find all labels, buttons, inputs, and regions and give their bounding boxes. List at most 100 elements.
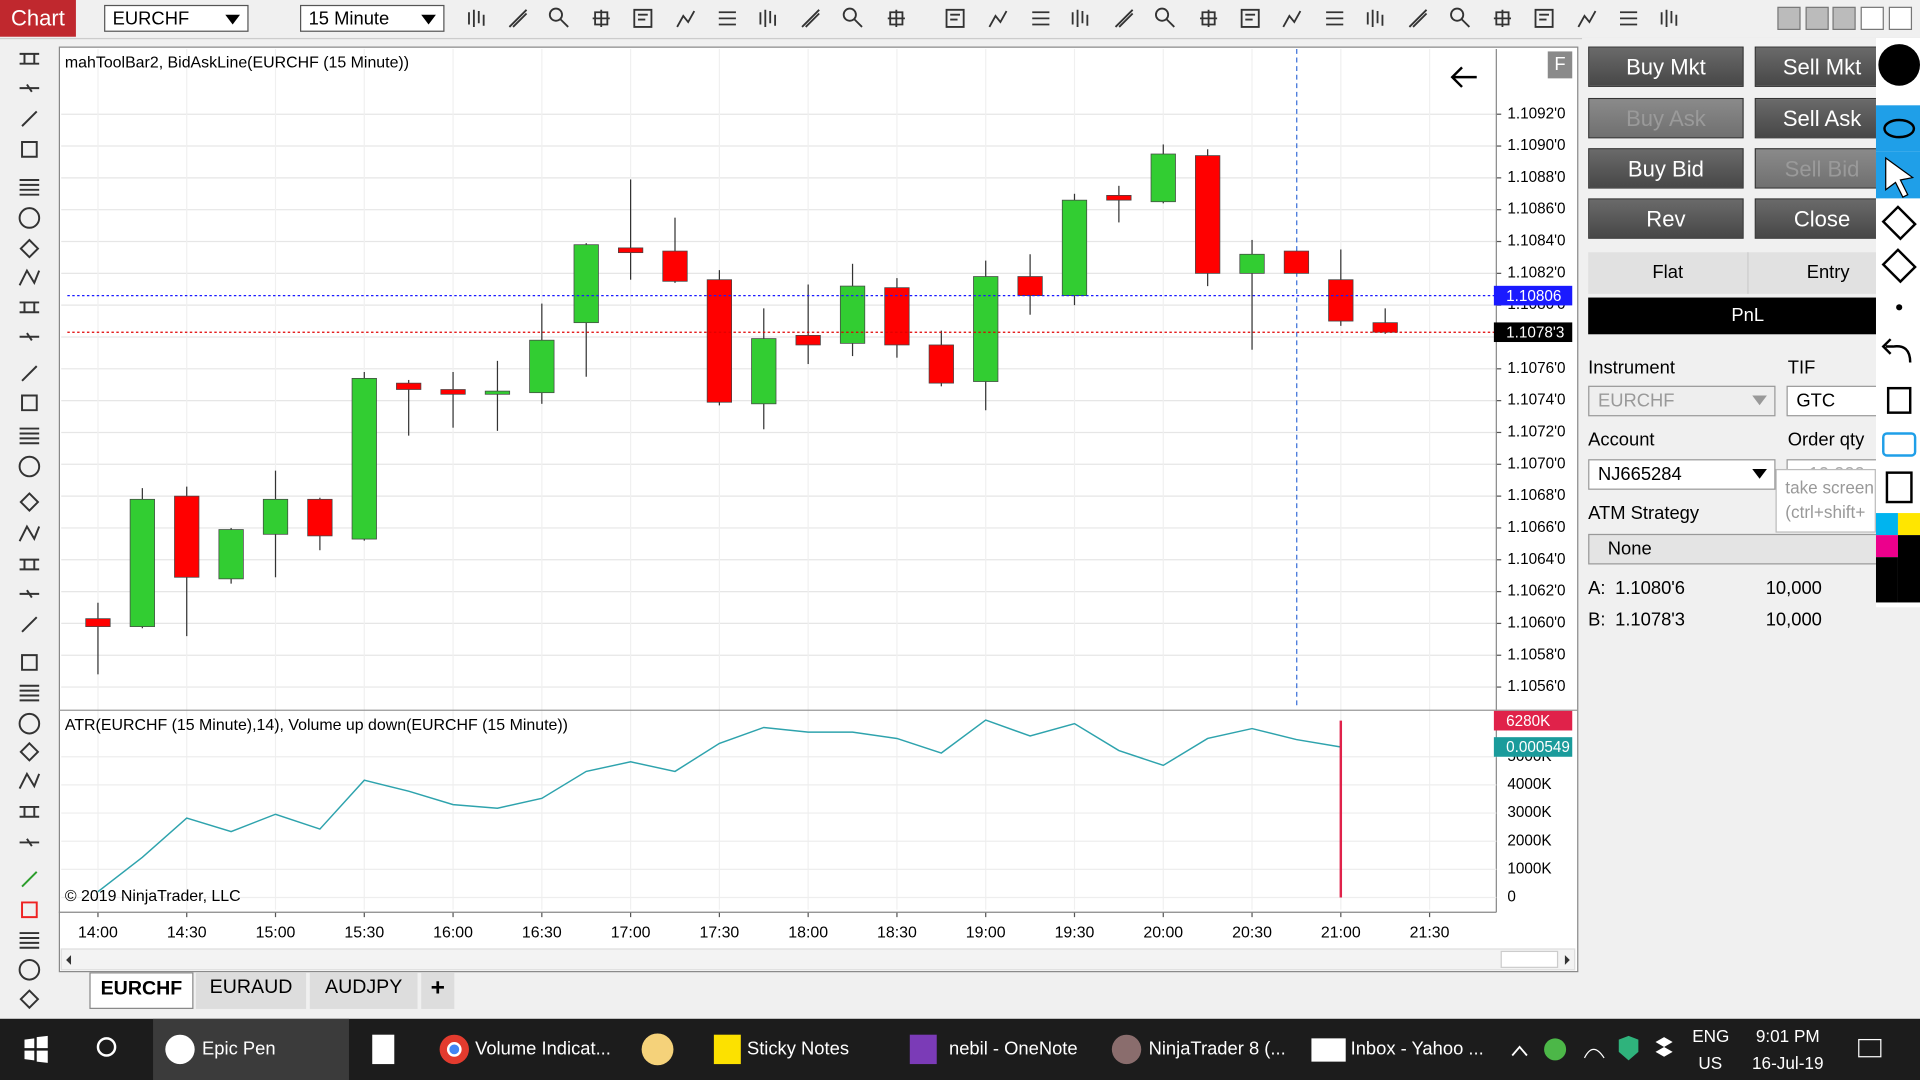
back-arrow[interactable] (1450, 66, 1477, 88)
pen-icon[interactable] (1881, 205, 1917, 241)
color-magenta[interactable] (1875, 535, 1898, 558)
tool-icon[interactable] (21, 394, 38, 412)
camera-icon[interactable] (1882, 432, 1917, 457)
tool-icon[interactable] (19, 838, 40, 847)
tool-icon[interactable] (18, 771, 41, 790)
undo-icon[interactable] (1881, 338, 1912, 363)
chart-tab[interactable]: AUDJPY (309, 972, 418, 1009)
tool-icon[interactable] (19, 684, 40, 702)
tool-icon[interactable] (19, 989, 40, 1010)
tool-icon[interactable] (18, 207, 41, 229)
color-black[interactable] (1875, 557, 1898, 603)
clock-date[interactable]: 16-Jul-19 (1752, 1053, 1824, 1073)
cursor-icon[interactable] (1885, 156, 1915, 198)
eye-icon[interactable] (1883, 118, 1916, 139)
tool-icon[interactable] (1493, 9, 1512, 27)
chart-tab[interactable]: EURAUD (195, 972, 307, 1009)
tool-icon[interactable] (548, 7, 569, 28)
notification-icon[interactable] (1858, 1038, 1882, 1058)
tool-icon[interactable] (19, 332, 40, 341)
tool-icon[interactable] (1282, 10, 1302, 28)
tool-icon[interactable] (1114, 9, 1134, 28)
color-yellow[interactable] (1897, 513, 1920, 536)
tool-icon[interactable] (19, 301, 40, 314)
tool-icon[interactable] (21, 871, 38, 888)
tool-icon[interactable] (842, 7, 863, 28)
trash-icon[interactable] (1886, 386, 1912, 414)
tool-icon[interactable] (1577, 10, 1597, 28)
tool-icon[interactable] (19, 741, 40, 762)
account-field[interactable]: NJ665284 (1588, 459, 1776, 490)
tool-icon[interactable] (21, 901, 38, 919)
tray-icon[interactable] (1544, 1038, 1567, 1061)
chart-tab[interactable]: Chart (0, 0, 76, 37)
language[interactable]: ENG (1692, 1026, 1730, 1046)
interval-select[interactable]: 15 Minute (300, 4, 445, 32)
order-button[interactable]: Sell Ask (1754, 97, 1890, 139)
tool-icon[interactable] (19, 932, 40, 949)
window-button[interactable] (1888, 6, 1913, 31)
tool-icon[interactable] (1366, 9, 1384, 27)
tool-icon[interactable] (19, 558, 40, 571)
tool-icon[interactable] (801, 9, 820, 28)
tool-icon[interactable] (1620, 11, 1638, 26)
tool-icon[interactable] (676, 10, 696, 28)
pen-logo[interactable] (1878, 44, 1920, 86)
task-label[interactable]: Volume Indicat... (475, 1038, 611, 1060)
start-button[interactable] (24, 1035, 48, 1063)
tool-icon[interactable] (1155, 7, 1175, 28)
tool-icon[interactable] (1032, 11, 1050, 26)
tray-icon[interactable] (1618, 1035, 1639, 1061)
task-label[interactable]: nebil - OneNote (948, 1038, 1078, 1060)
region[interactable]: US (1698, 1053, 1723, 1073)
tool-icon[interactable] (508, 9, 528, 28)
tray-arrow[interactable] (1511, 1045, 1528, 1057)
tray-icon[interactable] (1583, 1048, 1605, 1059)
order-button[interactable]: Rev (1588, 198, 1744, 239)
tool-icon[interactable] (1450, 7, 1471, 28)
f-button[interactable]: F (1547, 51, 1573, 79)
tool-icon[interactable] (21, 110, 38, 127)
tool-icon[interactable] (718, 11, 736, 26)
atm-field[interactable]: None (1588, 533, 1883, 565)
window-button[interactable] (1805, 6, 1829, 31)
tool-icon[interactable] (19, 179, 40, 196)
task-label[interactable]: Sticky Notes (746, 1038, 850, 1060)
task-label[interactable]: NinjaTrader 8 (... (1148, 1038, 1286, 1060)
clipboard-icon[interactable] (1885, 471, 1913, 504)
tool-icon[interactable] (21, 654, 38, 671)
tool-icon[interactable] (1660, 9, 1678, 27)
tool-icon[interactable] (1071, 9, 1089, 27)
highlighter-icon[interactable] (1881, 248, 1917, 284)
order-button[interactable]: Sell Mkt (1754, 46, 1890, 87)
tool-icon[interactable] (945, 8, 965, 28)
tool-icon[interactable] (1326, 11, 1344, 26)
tool-icon[interactable] (759, 9, 777, 27)
order-button[interactable]: Buy Bid (1588, 148, 1744, 189)
order-button[interactable]: Close (1754, 198, 1890, 239)
tool-icon[interactable] (18, 959, 41, 981)
tool-icon[interactable] (18, 524, 41, 542)
add-tab[interactable]: + (421, 972, 455, 1009)
order-button[interactable]: Buy Mkt (1588, 46, 1744, 87)
tool-icon[interactable] (1534, 8, 1554, 28)
tool-icon[interactable] (21, 141, 38, 158)
tool-icon[interactable] (19, 52, 40, 65)
color-black[interactable] (1897, 535, 1920, 603)
tool-icon[interactable] (19, 238, 40, 259)
chart-tab[interactable]: EURCHF (89, 972, 194, 1009)
window-button[interactable] (1777, 6, 1801, 31)
tool-icon[interactable] (1408, 9, 1428, 28)
tool-icon[interactable] (19, 492, 40, 512)
tool-icon[interactable] (21, 365, 38, 382)
tool-icon[interactable] (21, 616, 38, 633)
tool-icon[interactable] (18, 455, 41, 478)
task-label[interactable]: Epic Pen (202, 1038, 276, 1060)
window-button[interactable] (1860, 6, 1884, 31)
tool-icon[interactable] (18, 268, 41, 286)
tif-field[interactable]: GTC (1786, 385, 1885, 417)
clock-time[interactable]: 9:01 PM (1755, 1026, 1820, 1046)
tool-icon[interactable] (1200, 9, 1218, 27)
tray-icon[interactable] (1655, 1037, 1673, 1057)
calculator-icon[interactable] (372, 1034, 395, 1065)
